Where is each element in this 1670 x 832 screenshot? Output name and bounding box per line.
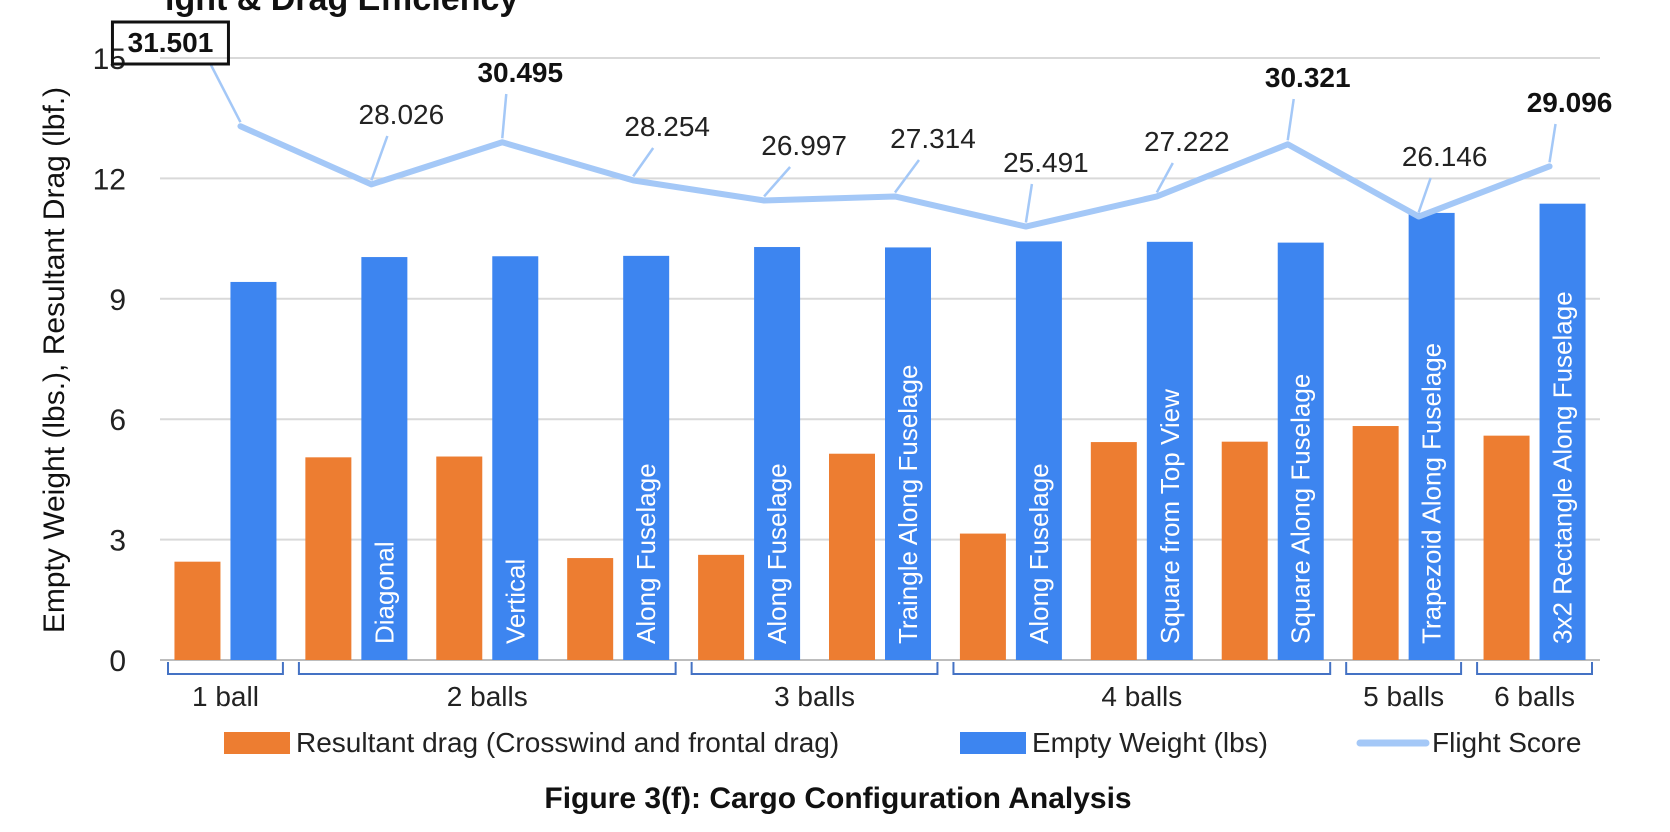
weight-bar (1146, 241, 1193, 660)
drag-bar (305, 457, 352, 660)
drag-bar (1483, 435, 1530, 660)
weight-bar (492, 256, 539, 660)
group-bracket (167, 662, 284, 675)
bars (174, 203, 1586, 661)
flight-score-label: 31.501 (128, 27, 214, 58)
flight-score-label: 26.997 (761, 130, 847, 161)
weight-bar (1408, 212, 1455, 660)
flight-score-label: 25.491 (1003, 147, 1089, 178)
bar-inside-label: Diagonal (369, 541, 399, 644)
callout-leader (501, 93, 508, 139)
bar-inside-label: Along Fuselage (631, 463, 661, 644)
bar-inside-label: 3x2 Rectangle Along Fuselage (1548, 291, 1578, 644)
bar-inside-label: Along Fuselage (762, 463, 792, 644)
callout-leader (893, 159, 921, 194)
drag-bar (174, 561, 221, 660)
group-label: 3 balls (774, 681, 855, 712)
flight-score-label: 28.254 (624, 111, 710, 142)
drag-bar (959, 533, 1006, 660)
drag-bar (567, 558, 614, 660)
weight-bar (230, 281, 277, 660)
callout-leader (1155, 162, 1174, 194)
callout-leader (1417, 177, 1432, 213)
legend-swatch (960, 732, 1026, 754)
legend-label: Flight Score (1432, 727, 1581, 758)
legend-swatch (224, 732, 290, 754)
drag-bar (1090, 442, 1137, 660)
drag-bar (436, 456, 483, 660)
y-tick-label: 15 (93, 43, 126, 76)
flight-score-label: 29.096 (1527, 87, 1613, 118)
drag-bar (829, 453, 875, 660)
weight-bar (1015, 241, 1062, 660)
bar-inside-label: Traingle Along Fuselage (893, 365, 923, 644)
group-bracket (690, 662, 939, 675)
callout-leader (370, 135, 389, 181)
group-label: 1 ball (192, 681, 259, 712)
weight-bar (361, 257, 408, 660)
legend-label: Resultant drag (Crosswind and frontal dr… (296, 727, 839, 758)
y-tick-label: 9 (109, 284, 126, 317)
y-axis-label: Empty Weight (lbs.), Resultant Drag (lbf… (38, 87, 71, 633)
callout-leader (763, 166, 792, 198)
flight-score-label: 27.222 (1144, 126, 1230, 157)
group-label: 4 balls (1101, 681, 1182, 712)
callout-leader (209, 63, 242, 123)
group-bracket (1345, 662, 1463, 675)
group-label: 2 balls (447, 681, 528, 712)
bar-inside-label: Along Fuselage (1024, 463, 1054, 644)
bar-inside-label: Square from Top View (1155, 389, 1185, 644)
legend-label: Empty Weight (lbs) (1032, 727, 1268, 758)
bar-inside-label: Trapezoid Along Fuselage (1417, 343, 1447, 644)
weight-bar (623, 255, 670, 660)
callout-leader (1286, 98, 1295, 141)
flight-score-line: 31.501 28.026 30.495 28.254 26.997 27.314 25.4… (110, 20, 1613, 230)
drag-bar (698, 554, 745, 660)
highlight-box (110, 20, 230, 66)
callout-leader (632, 147, 655, 178)
y-tick-label: 6 (109, 404, 126, 437)
weight-bar (885, 247, 931, 661)
weight-bar (1539, 203, 1586, 660)
y-tick-label: 0 (109, 645, 126, 678)
y-tick-label: 3 (109, 525, 126, 558)
flight-score-label: 30.321 (1265, 62, 1351, 93)
y-tick-label: 12 (93, 163, 126, 196)
flight-score-label: 30.495 (477, 57, 563, 88)
flight-score-label: 26.146 (1402, 141, 1488, 172)
weight-bar (754, 247, 801, 660)
bar-inside-label: Vertical (500, 559, 530, 644)
chart-title: ight & Drag Efficiency (165, 0, 518, 18)
weight-bar (1277, 242, 1324, 660)
figure-caption: Figure 3(f): Cargo Configuration Analysi… (544, 782, 1131, 815)
flight-score-label: 28.026 (359, 99, 445, 130)
drag-bar (1352, 426, 1399, 660)
bar-labels: Diagonal Vertical Along Fuselage Along Fuse… (369, 291, 1577, 644)
group-bracket (297, 662, 677, 675)
y-axis-ticks: 0 3 6 9 12 15 (93, 43, 126, 678)
legend: Resultant drag (Crosswind and frontal dr… (224, 727, 1581, 758)
bar-inside-label: Square Along Fuselage (1286, 374, 1316, 644)
group-brackets: 1 ball 2 balls 3 balls 4 balls 5 balls 6 ball… (167, 662, 1593, 712)
drag-bar (1221, 441, 1268, 660)
callout-leader (1548, 123, 1557, 163)
group-label: 5 balls (1363, 681, 1444, 712)
group-label: 6 balls (1494, 681, 1575, 712)
flight-score-label: 27.314 (890, 123, 976, 154)
callout-leader (1024, 183, 1034, 223)
group-bracket (952, 662, 1332, 675)
group-bracket (1476, 662, 1593, 675)
